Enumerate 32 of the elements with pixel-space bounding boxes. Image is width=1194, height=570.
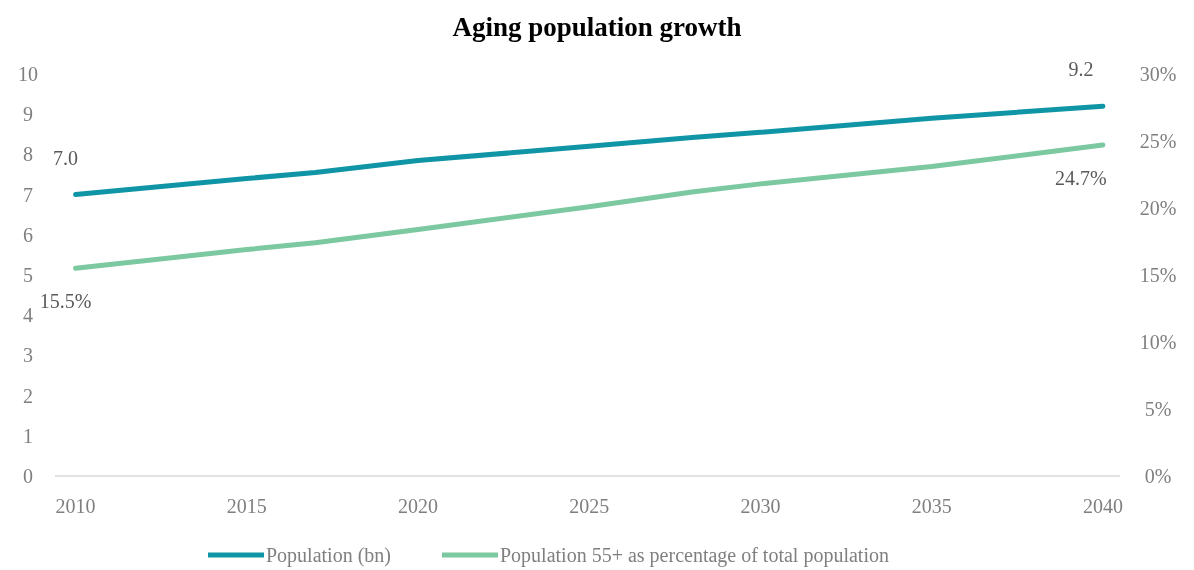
data-label: 7.0 [53,146,79,169]
y2-tick-label: 20% [1139,197,1177,219]
y-tick-label: 9 [23,103,33,126]
x-tick-label: 2020 [397,495,438,517]
y-tick-label: 3 [23,344,33,367]
data-label: 15.5% [39,290,92,313]
x-tick-label: 2030 [740,495,781,517]
legend-label: Population (bn) [266,544,391,567]
legend-label: Population 55+ as percentage of total population [500,544,889,567]
y-tick-label: 5 [23,264,33,286]
y2-tick-label: 10% [1139,331,1177,353]
y-tick-label: 2 [23,384,33,407]
y2-tick-label: 15% [1139,264,1177,286]
y-tick-label: 6 [23,223,33,246]
data-label: 9.2 [1068,58,1094,81]
data-label: 24.7% [1055,167,1107,190]
y-tick-label: 1 [23,424,33,447]
chart-title: Aging population growth [452,12,742,42]
x-tick-label: 2010 [55,495,96,517]
y-tick-label: 8 [23,143,33,166]
y2-tick-label: 30% [1139,63,1177,85]
y-tick-label: 0 [23,465,33,487]
y-tick-label: 10 [18,63,38,85]
x-tick-label: 2015 [226,495,267,517]
y-tick-label: 4 [23,304,33,327]
y2-tick-label: 0% [1144,465,1172,487]
y2-tick-label: 5% [1144,398,1172,420]
x-tick-label: 2040 [1082,495,1123,517]
x-tick-label: 2025 [569,495,610,517]
x-tick-label: 2035 [911,495,952,517]
y-tick-label: 7 [23,183,33,206]
y2-tick-label: 25% [1139,130,1177,152]
